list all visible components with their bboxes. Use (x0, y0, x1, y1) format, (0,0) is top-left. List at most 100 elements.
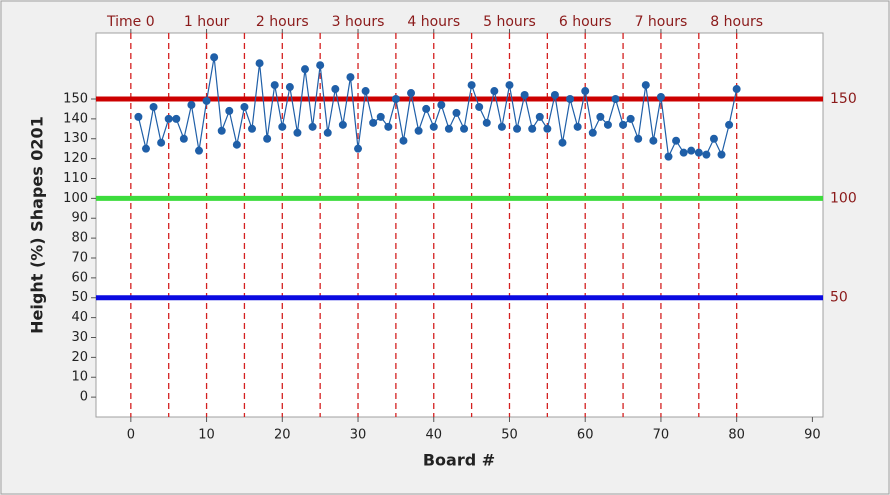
data-point (528, 124, 537, 133)
y-tick-label: 40 (71, 310, 88, 325)
data-point (255, 59, 264, 68)
data-point (626, 114, 635, 123)
top-tick-label: 5 hours (483, 14, 536, 30)
y-tick-label: 150 (63, 91, 88, 106)
data-point (172, 114, 181, 123)
data-point (278, 122, 287, 131)
data-point (452, 108, 461, 117)
data-point (694, 148, 703, 157)
data-point (323, 128, 332, 137)
data-point (361, 87, 370, 96)
data-point (550, 91, 559, 100)
data-point (407, 89, 416, 98)
y-tick-label: 80 (71, 231, 88, 246)
x-tick-label: 80 (728, 428, 745, 443)
y-tick-label: 100 (63, 191, 88, 206)
data-point (588, 128, 597, 137)
y-tick-label: 140 (63, 111, 88, 126)
data-point (263, 134, 272, 143)
data-point (149, 102, 158, 111)
data-point (482, 118, 491, 127)
data-point (194, 146, 203, 155)
data-point (141, 144, 150, 153)
data-point (217, 126, 226, 135)
data-point (573, 122, 582, 131)
data-point (225, 106, 234, 115)
data-point (391, 94, 400, 103)
data-point (709, 134, 718, 143)
top-tick-label: Time 0 (106, 14, 155, 30)
data-point (331, 85, 340, 94)
data-point (672, 136, 681, 145)
data-point (369, 118, 378, 127)
data-point (641, 81, 650, 90)
data-point (702, 150, 711, 159)
data-point (399, 136, 408, 145)
x-tick-label: 50 (501, 428, 518, 443)
data-point (460, 124, 469, 133)
data-point (354, 144, 363, 153)
data-point (679, 148, 688, 157)
x-tick-label: 60 (577, 428, 594, 443)
top-tick-label: 1 hour (184, 14, 230, 30)
x-tick-label: 10 (198, 428, 215, 443)
data-point (202, 96, 211, 105)
x-tick-label: 0 (127, 428, 135, 443)
top-tick-label: 3 hours (332, 14, 385, 30)
data-point (240, 102, 249, 111)
data-point (581, 87, 590, 96)
data-point (634, 134, 643, 143)
data-point (384, 122, 393, 131)
data-point (187, 100, 196, 109)
data-point (505, 81, 514, 90)
data-point (270, 81, 279, 90)
y-tick-label: 90 (71, 211, 88, 226)
data-point (687, 146, 696, 155)
data-point (293, 128, 302, 137)
data-point (717, 150, 726, 159)
data-point (179, 134, 188, 143)
top-tick-label: 2 hours (256, 14, 309, 30)
top-tick-label: 7 hours (635, 14, 688, 30)
data-point (376, 112, 385, 121)
reference-label: 100 (830, 190, 857, 206)
x-tick-label: 70 (653, 428, 670, 443)
y-tick-label: 50 (71, 290, 88, 305)
data-point (664, 152, 673, 161)
data-point (566, 94, 575, 103)
y-tick-label: 30 (71, 330, 88, 345)
plot-area (95, 32, 824, 418)
data-point (444, 124, 453, 133)
data-point (248, 124, 257, 133)
y-tick-label: 120 (63, 151, 88, 166)
x-tick-label: 30 (350, 428, 367, 443)
data-point (338, 120, 347, 129)
data-point (558, 138, 567, 147)
data-point (490, 87, 499, 96)
reference-label: 150 (830, 91, 857, 107)
data-point (134, 112, 143, 121)
y-axis-title: Height (%) Shapes 0201 (28, 116, 47, 334)
data-point (497, 122, 506, 131)
data-point (535, 112, 544, 121)
reference-label: 50 (830, 290, 848, 306)
data-point (619, 120, 628, 129)
y-tick-label: 20 (71, 350, 88, 365)
data-point (649, 136, 658, 145)
x-tick-label: 40 (425, 428, 442, 443)
data-point (475, 102, 484, 111)
top-tick-label: 6 hours (559, 14, 612, 30)
y-tick-label: 60 (71, 270, 88, 285)
top-tick-label: 8 hours (710, 14, 763, 30)
data-point (346, 73, 355, 82)
data-point (467, 81, 476, 90)
data-point (732, 85, 741, 94)
data-point (520, 91, 529, 100)
data-point (543, 124, 552, 133)
data-point (603, 120, 612, 129)
x-tick-label: 90 (804, 428, 821, 443)
data-point (437, 100, 446, 109)
data-point (285, 83, 294, 92)
y-tick-label: 10 (71, 370, 88, 385)
